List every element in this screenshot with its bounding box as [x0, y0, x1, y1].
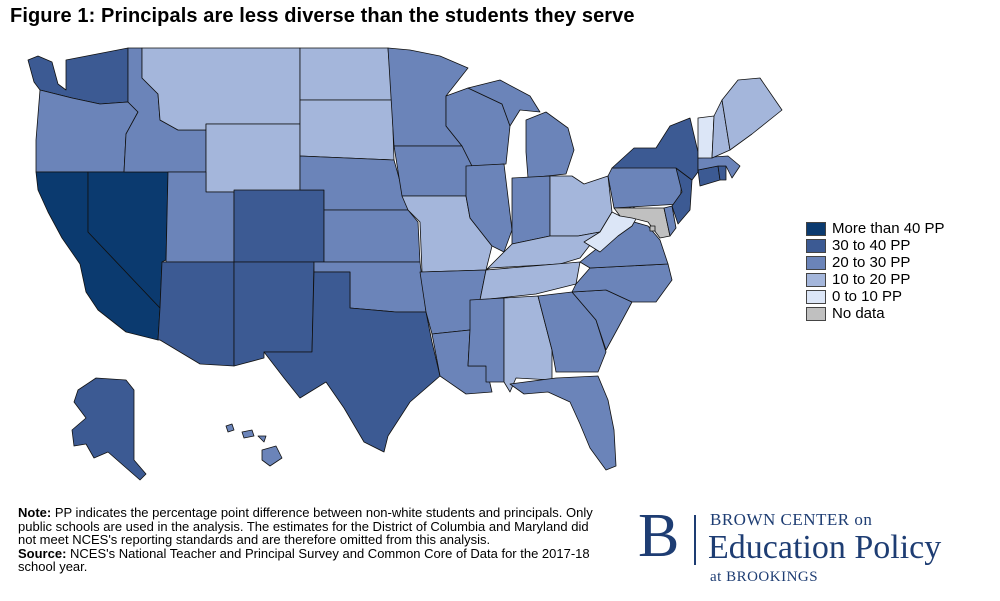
state-ia	[393, 145, 473, 197]
state-tx	[263, 271, 441, 453]
legend-item-30-to-40: 30 to 40 PP	[806, 237, 976, 254]
state-pa	[607, 165, 683, 209]
note-label: Note:	[18, 505, 52, 520]
state-sd	[299, 99, 395, 161]
source-label: Source:	[18, 545, 67, 561]
legend-swatch	[806, 306, 826, 321]
state-mt	[141, 47, 301, 131]
state-ak	[71, 377, 147, 481]
legend-label: 30 to 40 PP	[832, 237, 911, 254]
state-ma	[697, 155, 741, 179]
state-wy	[205, 123, 301, 193]
state-ny	[611, 117, 699, 181]
logo-line-1: BROWN CENTER on	[710, 510, 873, 529]
state-nm	[233, 261, 315, 367]
legend-item-0-to-10: 0 to 10 PP	[806, 288, 976, 305]
state-ks	[323, 209, 421, 263]
state-vt	[697, 115, 715, 159]
state-or	[35, 89, 139, 173]
legend-swatch	[806, 255, 826, 270]
state-az	[157, 261, 235, 367]
state-me	[721, 77, 783, 151]
note-text: PP indicates the percentage point differ…	[18, 505, 593, 547]
legend-swatch	[806, 289, 826, 304]
brown-center-logo: B BROWN CENTER on Education Policy at BR…	[638, 505, 988, 595]
map-legend: More than 40 PP 30 to 40 PP 20 to 30 PP …	[806, 220, 976, 322]
legend-label: 0 to 10 PP	[832, 288, 903, 305]
state-il	[465, 163, 513, 253]
state-tn	[479, 261, 581, 301]
legend-item-more-than-40: More than 40 PP	[806, 220, 976, 237]
state-mi	[467, 79, 575, 179]
legend-label: 20 to 30 PP	[832, 254, 911, 271]
logo-line-2: Education Policy	[708, 529, 942, 566]
state-in	[511, 175, 551, 245]
logo-letter: B	[638, 502, 680, 570]
logo-line-3: at BROOKINGS	[710, 569, 819, 585]
figure-notes: Note: PP indicates the percentage point …	[18, 506, 598, 574]
source-text: NCES's National Teacher and Principal Su…	[18, 545, 590, 574]
state-dc	[649, 225, 656, 232]
state-de	[663, 205, 677, 237]
state-nd	[299, 47, 393, 101]
legend-label: 10 to 20 PP	[832, 271, 911, 288]
legend-label: More than 40 PP	[832, 220, 945, 237]
state-fl	[509, 375, 617, 471]
figure-title: Figure 1: Principals are less diverse th…	[10, 5, 635, 27]
state-co	[233, 189, 325, 263]
logo-divider	[694, 515, 696, 565]
legend-swatch	[806, 272, 826, 287]
state-ky	[485, 231, 601, 271]
legend-item-10-to-20: 10 to 20 PP	[806, 271, 976, 288]
legend-swatch	[806, 238, 826, 253]
state-hi	[225, 423, 283, 467]
legend-item-20-to-30: 20 to 30 PP	[806, 254, 976, 271]
legend-label: No data	[832, 305, 885, 322]
legend-swatch	[806, 221, 826, 236]
legend-item-no-data: No data	[806, 305, 976, 322]
